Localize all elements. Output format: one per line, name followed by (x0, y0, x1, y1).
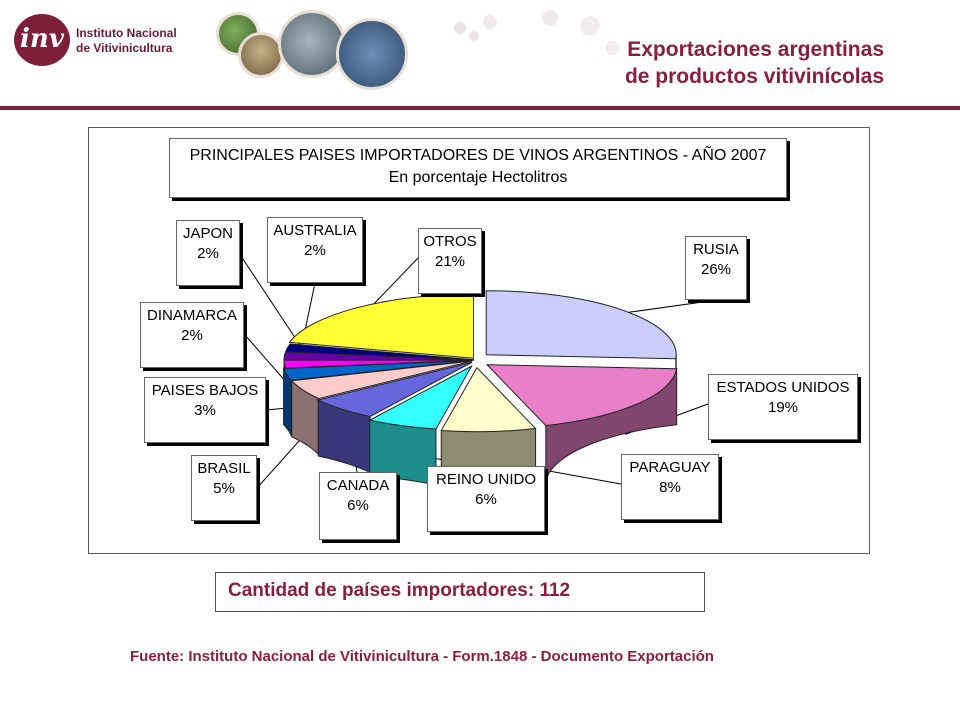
summary-box: Cantidad de países importadores: 112 (215, 572, 705, 612)
label-canada-value: 6% (347, 497, 369, 514)
label-paises-bajos-name: PAISES BAJOS (151, 382, 259, 399)
source-note: Fuente: Instituto Nacional de Vitivinicu… (130, 648, 714, 665)
page-title: Exportaciones argentinas de productos vi… (625, 36, 884, 90)
label-australia-name: AUSTRALIA (273, 222, 357, 239)
label-japon-value: 2% (197, 245, 219, 262)
logo-name: Instituto Nacional de Vitivinicultura (76, 26, 177, 56)
pie-chart (238, 252, 718, 489)
label-paraguay: PARAGUAY 8% (621, 454, 719, 520)
chart-frame: PRINCIPALES PAISES IMPORTADORES DE VINOS… (88, 127, 870, 554)
leader-line-japon (238, 252, 303, 350)
label-rusia-value: 26% (700, 261, 732, 278)
label-paraguay-name: PARAGUAY (629, 459, 711, 476)
label-dinamarca: DINAMARCA 2% (140, 302, 244, 368)
label-dinamarca-value: 2% (181, 327, 203, 344)
label-rusia-name: RUSIA (693, 241, 739, 258)
leader-line-australia (299, 282, 316, 357)
inv-logo: inv Instituto Nacional de Vitivinicultur… (14, 12, 184, 70)
logo-name-line2: de Vitivinicultura (76, 41, 173, 55)
slice-otros (288, 293, 475, 359)
label-paraguay-value: 8% (659, 479, 681, 496)
label-paises-bajos: PAISES BAJOS 3% (144, 377, 266, 443)
label-brasil-value: 5% (213, 480, 235, 497)
header-photo-collage (200, 6, 430, 90)
label-estados-unidos-name: ESTADOS UNIDOS (716, 379, 850, 396)
slice-paises-bajos (282, 359, 473, 381)
logo-name-line1: Instituto Nacional (76, 26, 177, 40)
label-canada: CANADA 6% (319, 472, 397, 540)
summary-text: Cantidad de países importadores: 112 (228, 580, 571, 601)
label-estados-unidos-value: 19% (767, 399, 799, 416)
label-paises-bajos-value: 3% (194, 402, 216, 419)
photo-harvest (336, 18, 408, 90)
label-brasil: BRASIL 5% (191, 455, 257, 521)
label-rusia: RUSIA 26% (685, 236, 747, 300)
slice-canada (316, 361, 473, 417)
page-title-line1: Exportaciones argentinas (627, 38, 884, 61)
label-reino-unido-name: REINO UNIDO (435, 471, 536, 488)
slice-japon (284, 343, 475, 361)
leader-line-rusia (613, 299, 718, 315)
label-japon: JAPON 2% (176, 220, 240, 286)
leader-line-otros (366, 257, 419, 313)
label-otros: OTROS 21% (418, 228, 482, 294)
label-dinamarca-name: DINAMARCA (146, 307, 237, 324)
photo-vineyard-worker (238, 32, 284, 78)
slice-brasil (290, 360, 473, 400)
slice-rusia (485, 290, 677, 360)
slice-estados-unidos (485, 364, 678, 427)
chart-subtitle: En porcentaje Hectolitros (388, 169, 568, 186)
label-canada-name: CANADA (326, 477, 390, 494)
logo-mark: inv (14, 14, 70, 66)
slice-paraguay (440, 366, 537, 433)
label-otros-name: OTROS (423, 233, 477, 250)
label-estados-unidos: ESTADOS UNIDOS 19% (708, 374, 858, 440)
page-title-line2: de productos vitivinícolas (624, 65, 884, 88)
label-otros-value: 21% (434, 253, 466, 270)
label-reino-unido: REINO UNIDO 6% (427, 466, 545, 532)
logo-mark-text: inv (20, 24, 64, 54)
chart-title-box: PRINCIPALES PAISES IMPORTADORES DE VINOS… (169, 138, 787, 198)
label-brasil-name: BRASIL (197, 460, 251, 477)
label-australia-value: 2% (304, 242, 326, 259)
photo-barrels (278, 10, 346, 78)
chart-title: PRINCIPALES PAISES IMPORTADORES DE VINOS… (189, 147, 767, 164)
grape-leaf-decoration (454, 10, 619, 55)
header-divider (0, 106, 960, 110)
label-reino-unido-value: 6% (475, 491, 497, 508)
slice-reino-unido (368, 364, 473, 430)
label-australia: AUSTRALIA 2% (267, 217, 363, 283)
label-japon-name: JAPON (182, 225, 233, 242)
